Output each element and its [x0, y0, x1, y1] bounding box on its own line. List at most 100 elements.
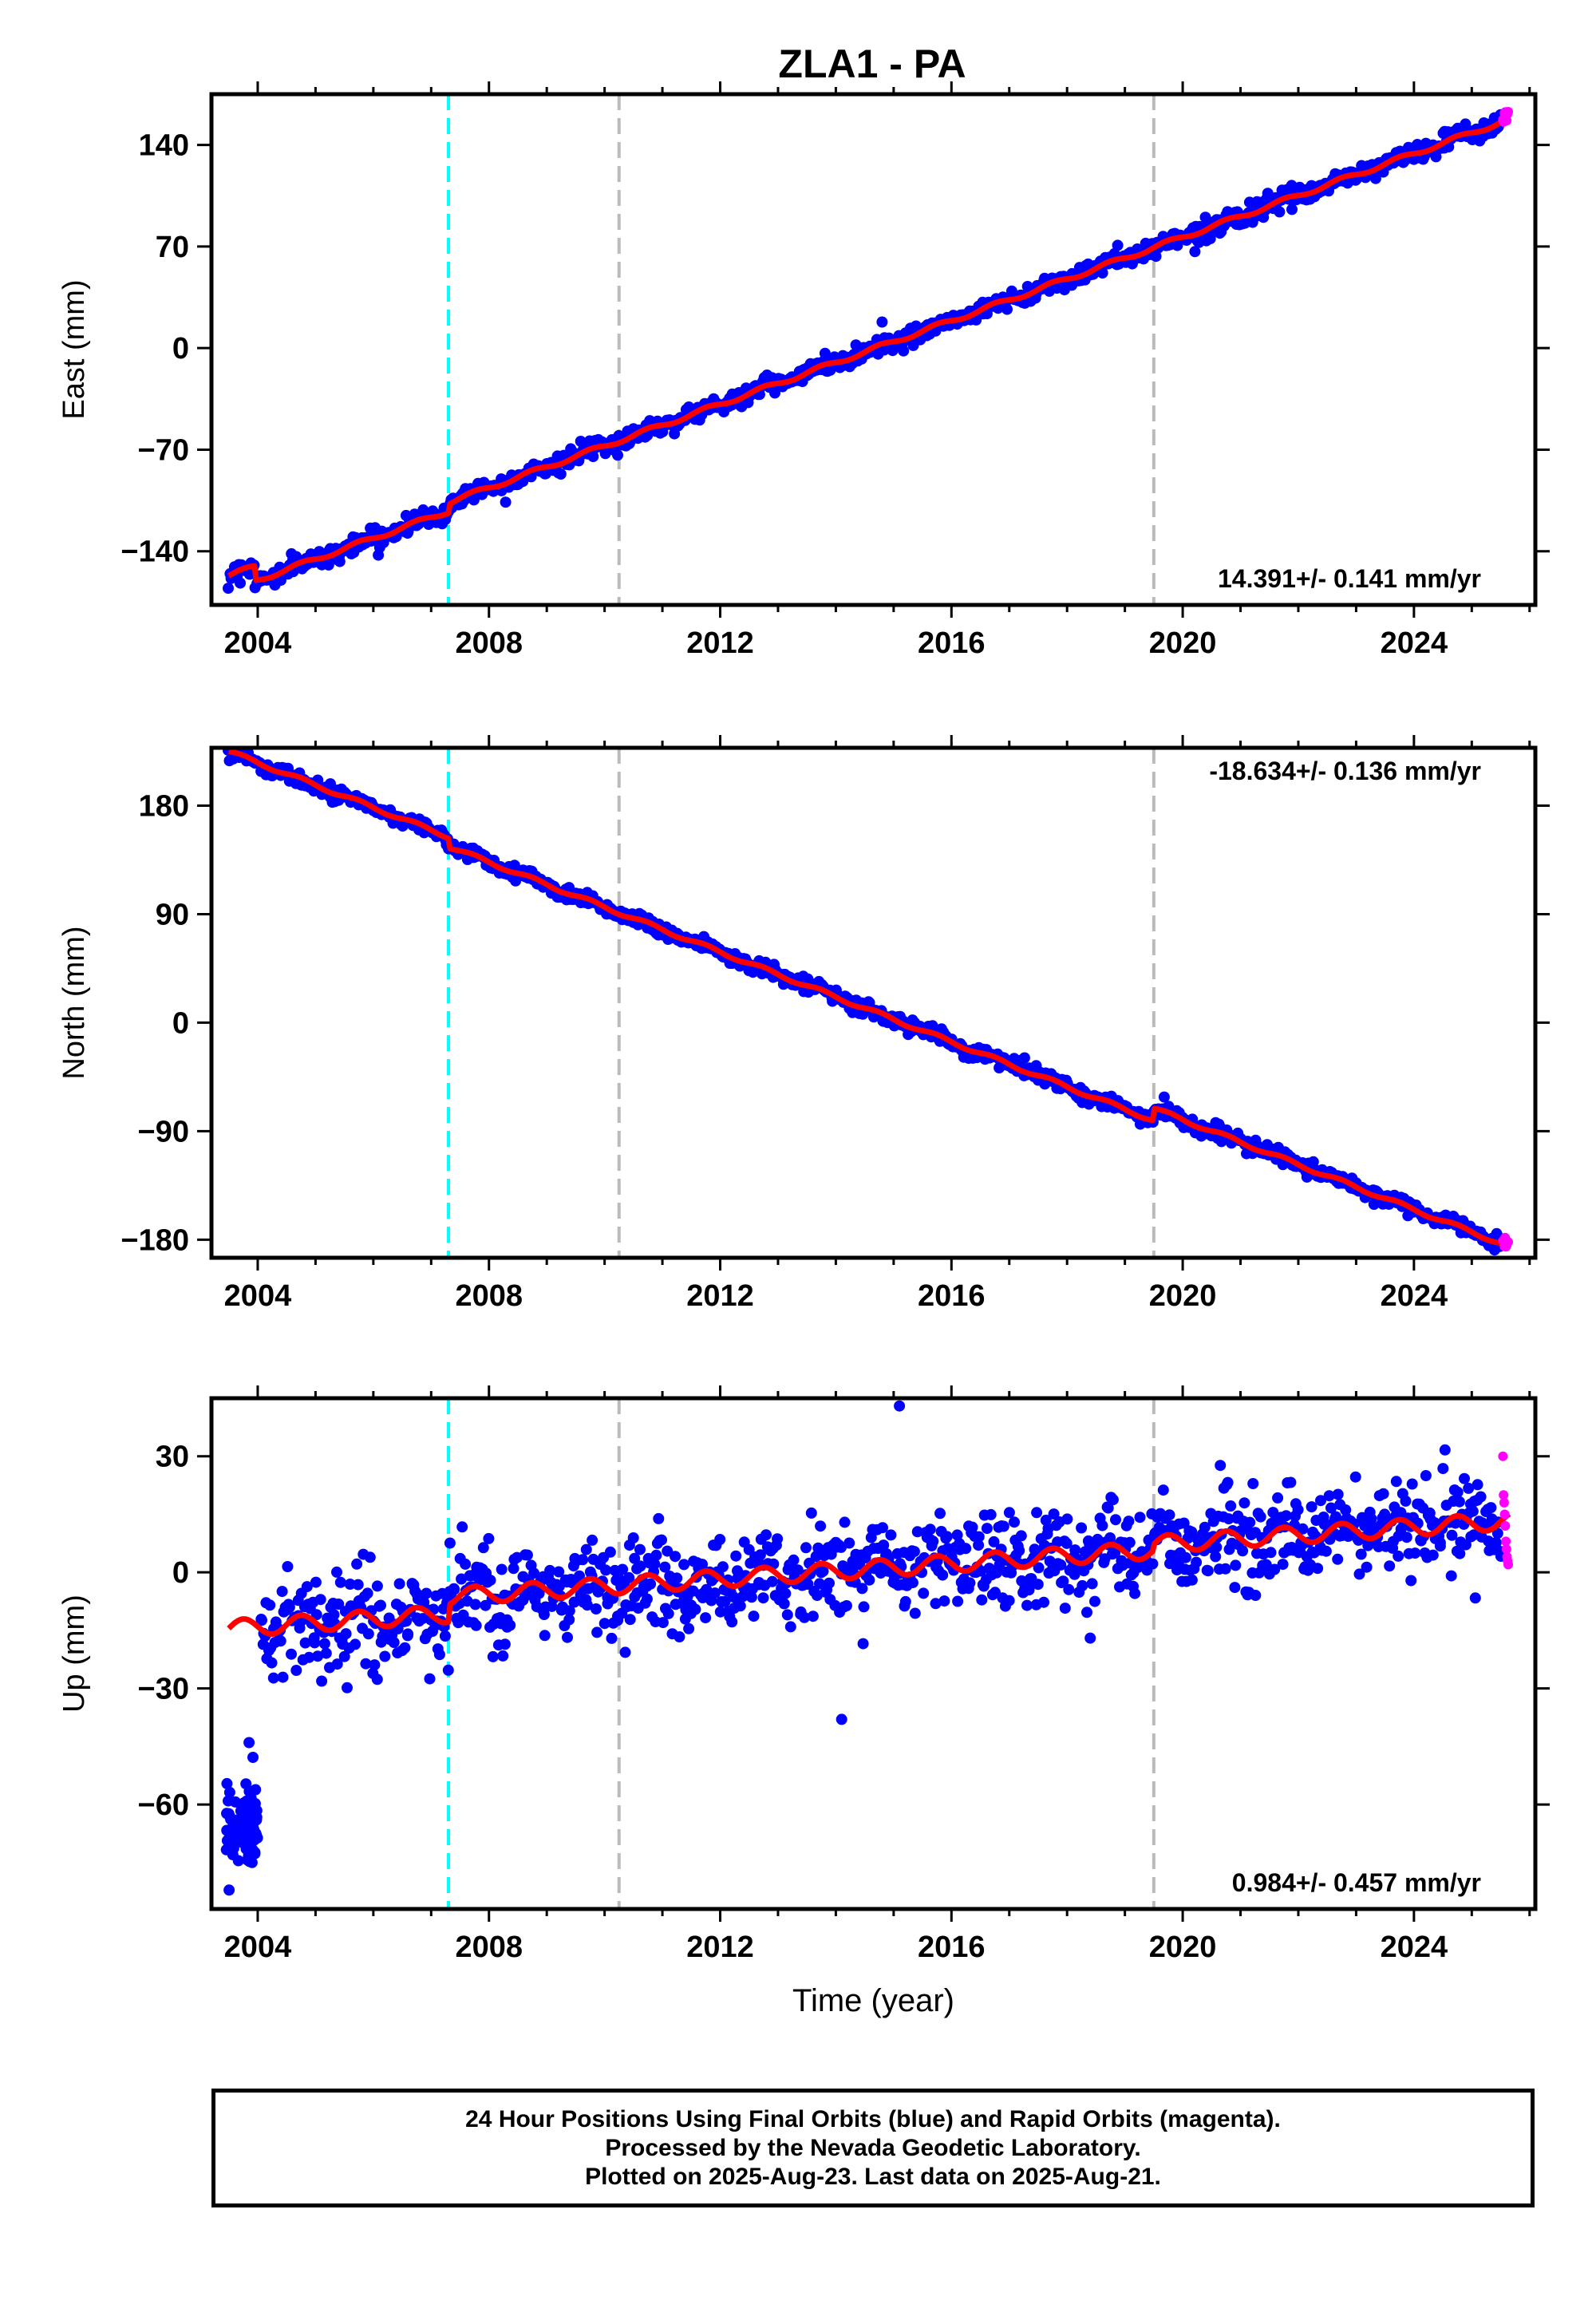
data-point — [351, 1558, 363, 1570]
data-point — [1244, 1516, 1256, 1528]
data-point — [1015, 1530, 1027, 1542]
panels: 2004 2008 2012 2016 2020 2024 140 70 0 −70 −140 Eas… — [57, 81, 1550, 2018]
data-point — [497, 1650, 509, 1662]
rapid-point — [1500, 1521, 1511, 1531]
data-point — [591, 1603, 602, 1614]
data-point — [1157, 1484, 1169, 1496]
rate-label-north: -18.634+/- 0.136 mm/yr — [1209, 757, 1481, 785]
y-tick-label: −180 — [120, 1223, 189, 1257]
data-point — [815, 1520, 827, 1532]
data-point — [1393, 1550, 1404, 1562]
data-point — [1365, 1513, 1377, 1524]
plot-frame-up — [209, 1396, 1538, 1911]
data-point — [469, 1599, 481, 1611]
data-point — [1405, 1575, 1417, 1587]
data-point — [1460, 1539, 1472, 1551]
data-point — [301, 1581, 313, 1593]
data-point — [1179, 1551, 1191, 1563]
data-point — [934, 1508, 946, 1520]
data-point — [331, 1566, 342, 1578]
data-point — [641, 1593, 653, 1605]
data-point — [714, 1534, 726, 1545]
data-point — [778, 1598, 790, 1610]
data-point — [504, 1619, 516, 1631]
data-point — [1332, 1553, 1344, 1565]
data-point — [649, 1558, 661, 1570]
rapid-orbit-points-east — [1498, 107, 1513, 127]
data-point — [230, 1796, 241, 1808]
data-point — [470, 1619, 482, 1631]
data-point — [670, 1551, 681, 1563]
rapid-point — [1499, 1497, 1509, 1508]
data-point — [563, 1614, 575, 1626]
data-point — [1089, 1595, 1100, 1607]
data-point — [885, 1529, 897, 1541]
data-point — [1211, 1541, 1223, 1553]
data-point — [247, 1752, 259, 1763]
data-point — [1076, 1522, 1088, 1534]
data-point — [719, 1595, 731, 1607]
x-tick-label: 2012 — [686, 1931, 754, 1964]
data-point — [1353, 1568, 1365, 1580]
data-point — [282, 1561, 294, 1572]
outlier-point — [876, 316, 888, 328]
data-point — [580, 1543, 592, 1555]
data-point — [819, 347, 831, 359]
data-point — [598, 1618, 610, 1630]
data-point — [310, 1576, 322, 1588]
x-tick-label: 2012 — [686, 626, 754, 660]
data-point — [1306, 1501, 1317, 1513]
x-tick-label: 2004 — [224, 626, 292, 660]
x-tick-label: 2020 — [1149, 1931, 1217, 1964]
data-point — [334, 1576, 346, 1588]
data-point — [421, 1587, 433, 1599]
data-point — [544, 1564, 556, 1576]
data-point — [600, 1564, 612, 1576]
data-point — [1013, 1544, 1025, 1556]
rapid-orbit-points-up — [1498, 1451, 1513, 1570]
data-point — [318, 1638, 330, 1650]
data-point — [243, 1785, 255, 1797]
data-point — [379, 1650, 391, 1662]
data-point — [858, 1601, 870, 1613]
data-point — [788, 1554, 800, 1566]
data-point — [800, 1542, 812, 1554]
data-point — [843, 1537, 855, 1549]
data-point — [1427, 1549, 1439, 1561]
data-point — [674, 1631, 685, 1642]
data-point — [960, 1543, 972, 1555]
data-point — [276, 1586, 288, 1598]
data-point — [1280, 1510, 1292, 1522]
data-point — [299, 1637, 311, 1649]
data-point — [239, 1812, 251, 1824]
rapid-point — [1503, 107, 1513, 117]
data-point — [1485, 1502, 1497, 1514]
data-point — [1186, 1526, 1198, 1538]
data-point — [444, 1537, 456, 1549]
data-point — [976, 1594, 988, 1606]
data-point — [331, 1658, 343, 1670]
data-point — [562, 1631, 573, 1643]
y-axis-label-north: North (mm) — [57, 926, 91, 1079]
data-point — [734, 1600, 746, 1612]
data-point — [760, 1529, 772, 1541]
rate-label-east: 14.391+/- 0.141 mm/yr — [1218, 564, 1481, 593]
chart-title: ZLA1 - PA — [778, 41, 966, 86]
y-tick-label: −90 — [138, 1115, 189, 1148]
data-point — [985, 1508, 997, 1520]
data-point — [1409, 1547, 1421, 1559]
data-point — [533, 1587, 545, 1599]
data-point — [981, 1523, 993, 1535]
data-point — [1238, 1497, 1250, 1509]
x-tick-label: 2016 — [918, 626, 986, 660]
data-point — [448, 1583, 460, 1595]
data-point — [1361, 1561, 1373, 1573]
data-point — [1215, 1460, 1227, 1472]
data-point — [604, 1546, 616, 1558]
data-point — [662, 1607, 674, 1619]
data-point — [1061, 1537, 1073, 1549]
rapid-point — [1498, 1451, 1508, 1461]
data-point — [966, 1521, 978, 1533]
data-point — [333, 1599, 345, 1610]
data-point — [483, 1532, 495, 1544]
